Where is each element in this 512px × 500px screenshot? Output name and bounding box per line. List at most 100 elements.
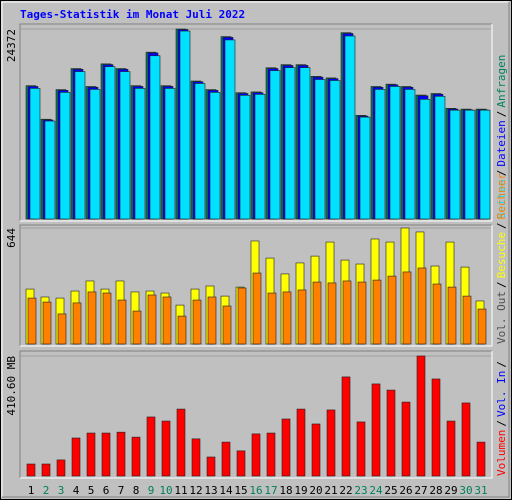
x-tick-label: 29 <box>444 484 457 497</box>
bar <box>57 313 67 345</box>
bar <box>147 294 157 345</box>
x-tick-label: 13 <box>204 484 217 497</box>
bar <box>462 295 472 345</box>
bar <box>314 79 326 220</box>
bar <box>192 299 202 345</box>
bar <box>434 96 446 220</box>
bar <box>149 55 161 220</box>
bar <box>404 89 416 220</box>
bar <box>101 432 111 477</box>
bar <box>56 459 66 477</box>
legend: Volumen / Vol. In / <box>495 361 508 476</box>
bar <box>236 450 246 477</box>
bar <box>176 408 186 477</box>
bar <box>311 423 321 477</box>
bar <box>446 420 456 477</box>
x-tick-label: 2 <box>43 484 50 497</box>
legend-separator: / <box>495 170 508 177</box>
bar <box>461 402 471 477</box>
bar <box>476 441 486 477</box>
x-tick-label: 14 <box>219 484 233 497</box>
legend: Vol. Out/Besuche/Rechner <box>495 173 508 344</box>
x-tick-label: 26 <box>399 484 412 497</box>
bar <box>29 88 41 220</box>
bar <box>299 67 311 220</box>
bar <box>417 267 427 345</box>
bar <box>177 315 187 345</box>
bar <box>72 302 82 345</box>
panel-frame <box>20 351 493 479</box>
bar <box>26 463 36 477</box>
bar <box>344 35 356 220</box>
bar <box>224 39 236 220</box>
x-tick-label: 8 <box>133 484 140 497</box>
panel-frame <box>20 24 493 222</box>
bar <box>86 432 96 477</box>
bar <box>102 292 112 345</box>
legend-entry: Vol. Out <box>495 291 508 344</box>
legend-entry: Rechner <box>495 173 508 220</box>
legend-separator: / <box>495 361 508 368</box>
x-tick-label: 7 <box>118 484 125 497</box>
bar <box>386 389 396 477</box>
bar <box>342 280 352 345</box>
bar <box>131 436 141 477</box>
bar <box>479 109 491 220</box>
bar <box>87 291 97 345</box>
chart-title: Tages-Statistik im Monat Juli 2022 <box>20 8 245 21</box>
bar <box>296 408 306 477</box>
x-tick-label: 10 <box>159 484 172 497</box>
x-tick-label: 9 <box>148 484 155 497</box>
y-tick-label: 24372 <box>5 29 18 62</box>
legend-separator: / <box>495 281 508 288</box>
x-tick-label: 30 <box>459 484 472 497</box>
bar <box>326 409 336 477</box>
bar <box>269 70 281 220</box>
bar <box>281 418 291 477</box>
bar <box>297 289 307 345</box>
bar <box>164 88 176 220</box>
legend-entry: Vol. In <box>495 371 508 417</box>
bar <box>431 378 441 477</box>
bar <box>267 292 277 345</box>
bar <box>374 89 386 220</box>
bar <box>401 401 411 477</box>
x-tick-label: 31 <box>474 484 487 497</box>
x-tick-label: 1 <box>28 484 35 497</box>
x-tick-label: 24 <box>369 484 383 497</box>
legend-entry: Besuche <box>495 232 508 278</box>
x-tick-label: 22 <box>339 484 352 497</box>
x-tick-label: 23 <box>354 484 367 497</box>
bar <box>41 463 51 477</box>
bar <box>146 416 156 477</box>
bar <box>222 305 232 345</box>
bar <box>44 120 56 220</box>
legend-entry: Seiten <box>495 179 508 219</box>
bar <box>464 109 476 220</box>
bar <box>89 89 101 220</box>
bar <box>372 279 382 345</box>
bar <box>191 438 201 477</box>
bar <box>104 66 116 220</box>
bar <box>282 291 292 345</box>
bar <box>416 355 426 477</box>
bar <box>284 67 296 220</box>
bar <box>221 441 231 477</box>
bar <box>134 88 146 220</box>
x-tick-label: 11 <box>174 484 187 497</box>
bar <box>117 299 127 345</box>
legend-entry: Volumen <box>495 430 508 476</box>
bar <box>237 287 247 345</box>
panel-frame <box>19 224 492 346</box>
x-tick-label: 20 <box>309 484 322 497</box>
bar <box>207 296 217 345</box>
legend-entry: Dateien <box>495 120 508 166</box>
legend: Seiten / Dateien / Anfragen <box>495 55 508 219</box>
bar <box>449 109 461 220</box>
bar <box>419 98 431 220</box>
bar <box>371 383 381 477</box>
x-tick-label: 4 <box>73 484 80 497</box>
legend-separator: / <box>495 111 508 118</box>
